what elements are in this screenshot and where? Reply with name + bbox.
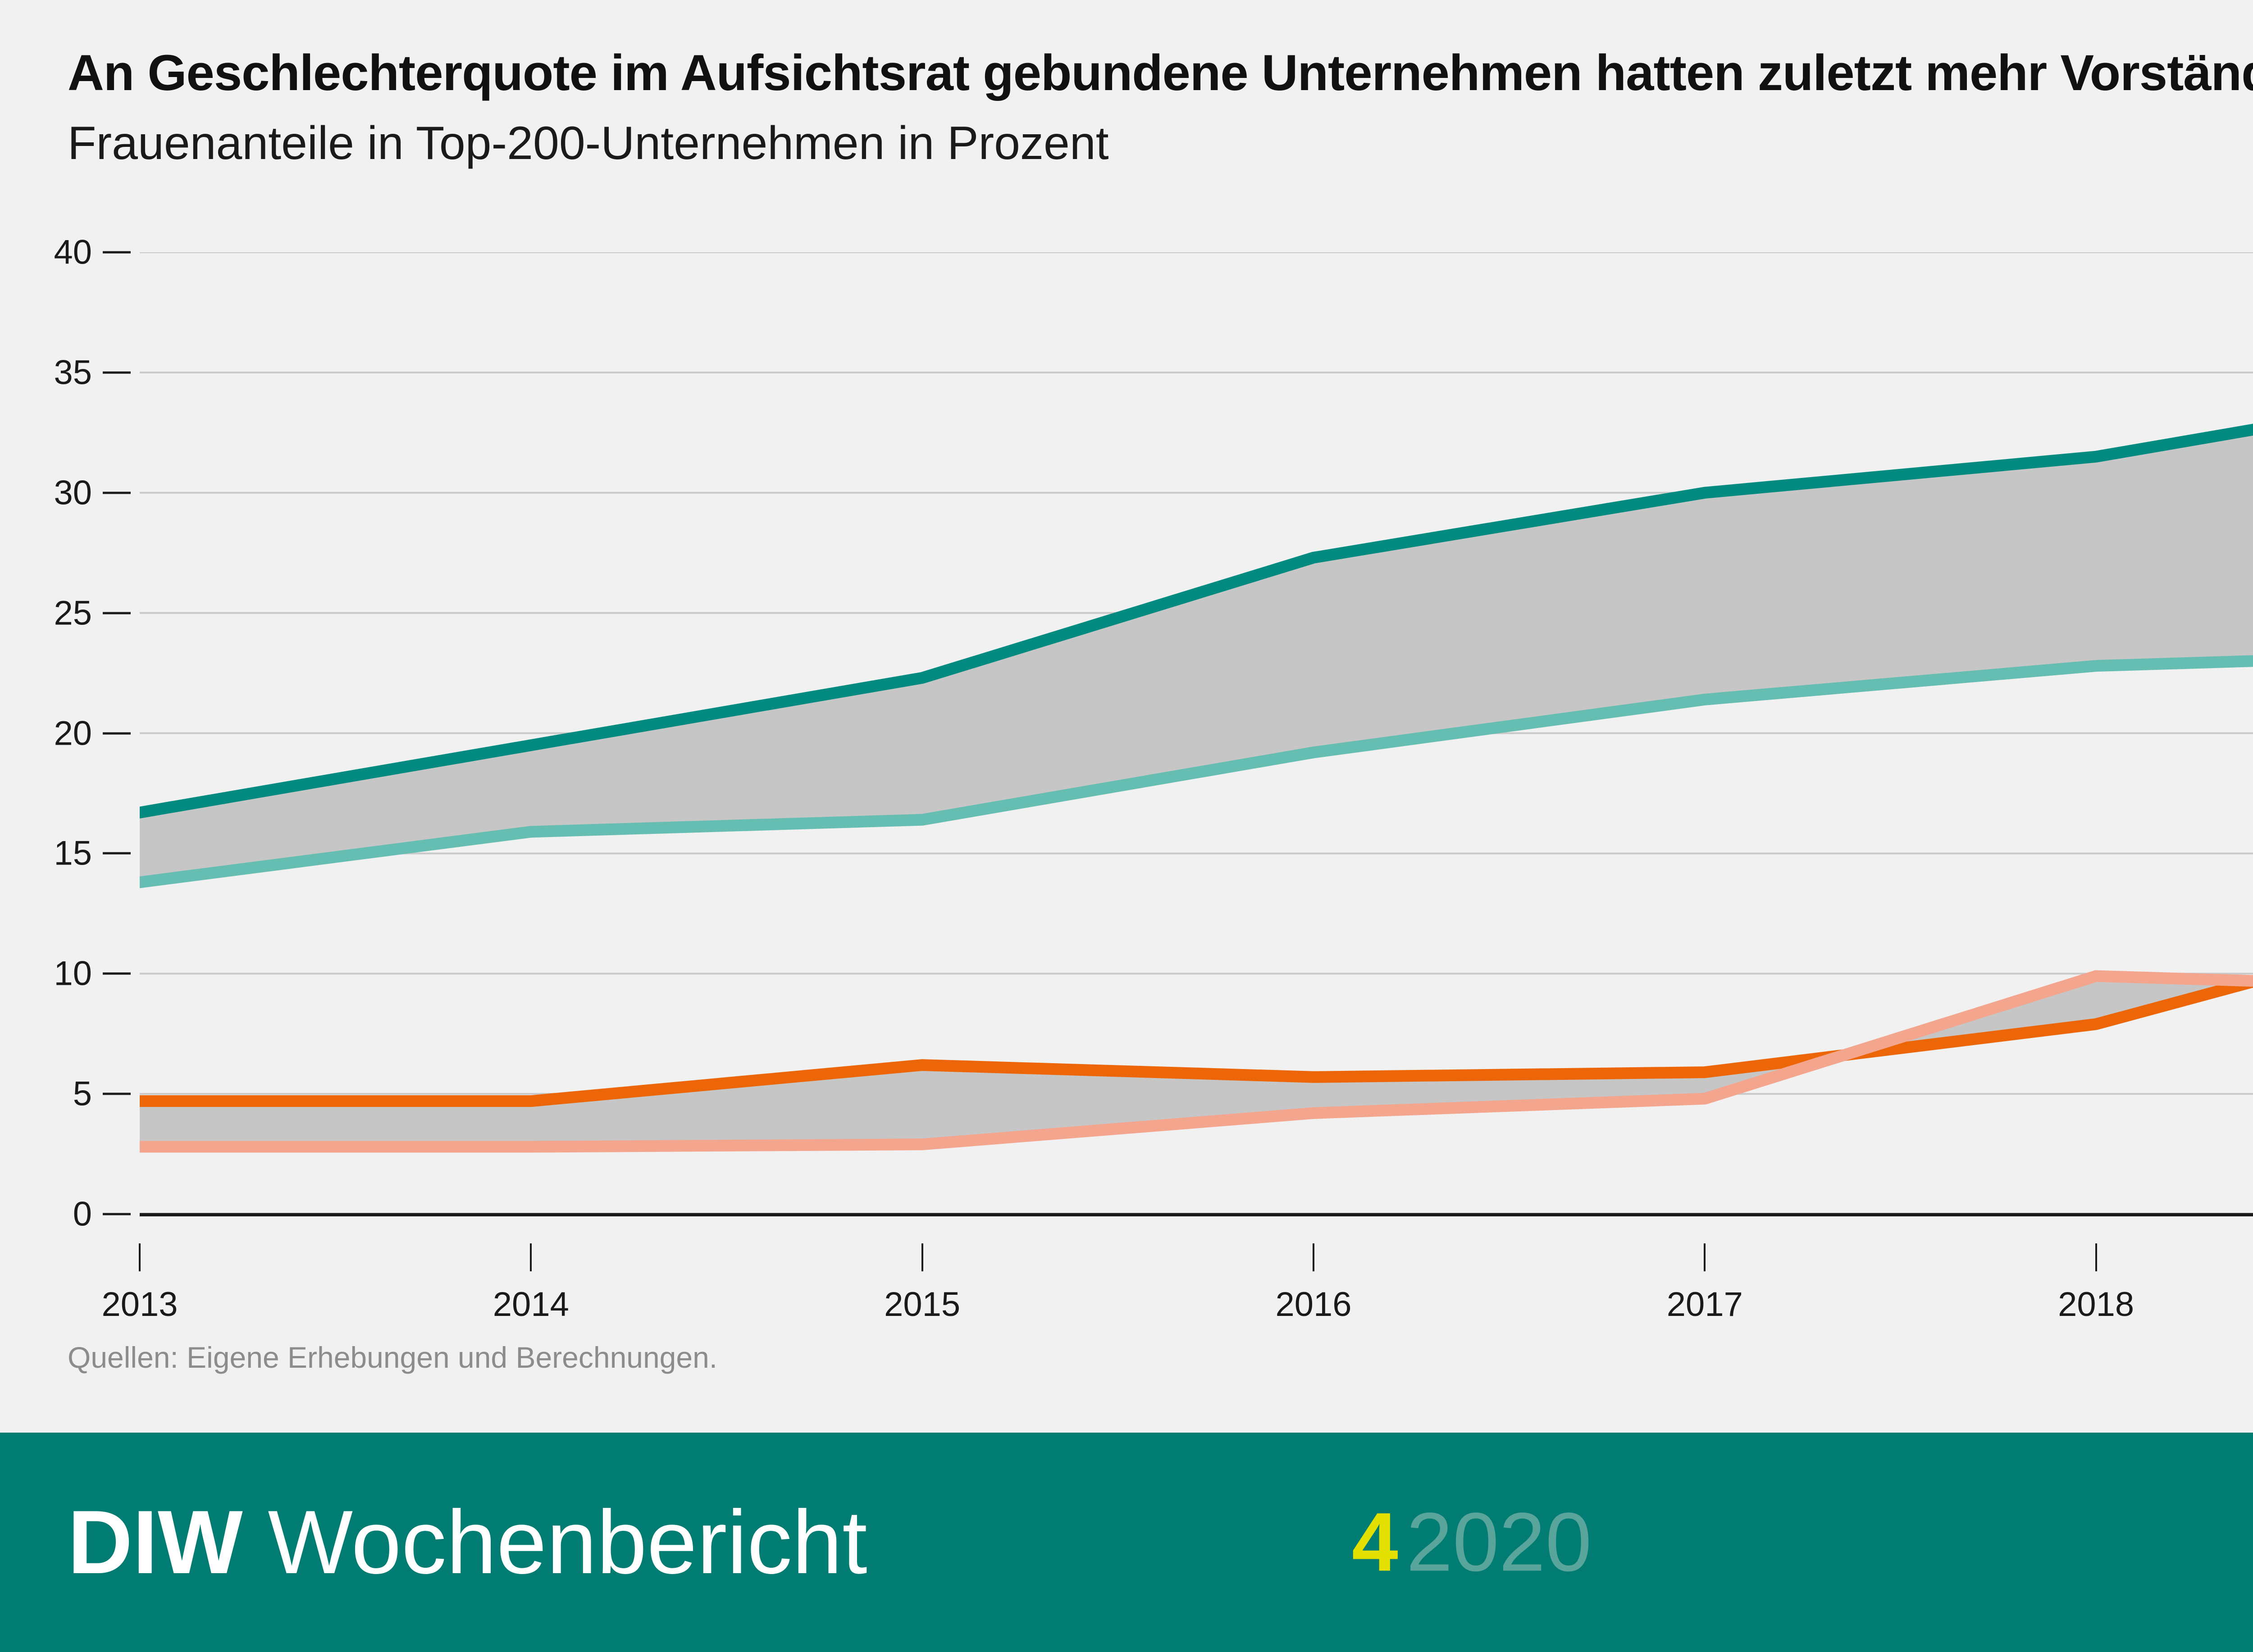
y-tick-mark [103,251,131,254]
issue-year: 2020 [1406,1496,1592,1588]
x-tick-mark [530,1243,532,1271]
x-tick-label: 2015 [884,1285,961,1324]
x-tick-label: 2013 [101,1285,178,1324]
issue-number: 4 [1352,1496,1398,1588]
series-line [140,975,2253,1107]
y-tick-mark [103,732,131,734]
x-tick-mark [1313,1243,1314,1271]
y-tick-mark [103,1092,131,1095]
y-tick-mark [103,371,131,374]
x-tick-label: 2018 [2058,1285,2134,1324]
y-tick-mark [103,1213,131,1215]
y-axis: 0 5 10 15 20 25 30 35 40 [0,233,135,1233]
x-tick-mark [2095,1243,2097,1271]
x-axis-line [140,1214,2253,1216]
page-title: An Geschlechterquote im Aufsichtsrat geb… [68,45,2253,101]
brand-wochenbericht: Wochenbericht [268,1492,867,1593]
series-line [140,423,2253,819]
x-tick-mark [1704,1243,1706,1271]
x-axis: 2013201420152016201720182019 [101,1243,2253,1324]
y-tick-mark [103,612,131,614]
x-tick-label: 2014 [493,1285,569,1324]
y-tick-label: 20 [54,714,92,752]
publication-brand: DIW Wochenbericht [68,1497,867,1588]
y-tick-label: 40 [54,233,92,272]
x-tick-mark [921,1243,923,1271]
y-tick-mark [103,492,131,494]
y-tick-label: 25 [54,594,92,633]
chart-canvas [140,252,2253,1214]
x-tick-label: 2016 [1275,1285,1352,1324]
series-line [140,970,2253,1153]
source-note: Quellen: Eigene Erhebungen und Berechnun… [68,1341,718,1374]
series-band [140,429,2253,883]
series-line [140,655,2253,888]
header: An Geschlechterquote im Aufsichtsrat geb… [68,45,2253,169]
issue-info: 42020 [1352,1501,1592,1584]
footer-bar: DIW Wochenbericht 42020 DIW BERLIN [0,1433,2253,1652]
series-band [140,976,2253,1147]
y-tick-label: 35 [54,353,92,392]
y-tick-label: 15 [54,834,92,873]
brand-diw: DIW [68,1492,243,1593]
page-subtitle: Frauenanteile in Top-200-Unternehmen in … [68,117,1109,170]
x-tick-label: 2017 [1666,1285,1743,1324]
y-tick-label: 5 [73,1074,92,1113]
x-tick-mark [139,1243,141,1271]
y-tick-label: 30 [54,473,92,512]
y-tick-mark [103,852,131,855]
plot-area [140,252,2253,1214]
y-tick-label: 10 [54,954,92,993]
y-tick-label: 0 [73,1195,92,1233]
y-tick-mark [103,972,131,975]
